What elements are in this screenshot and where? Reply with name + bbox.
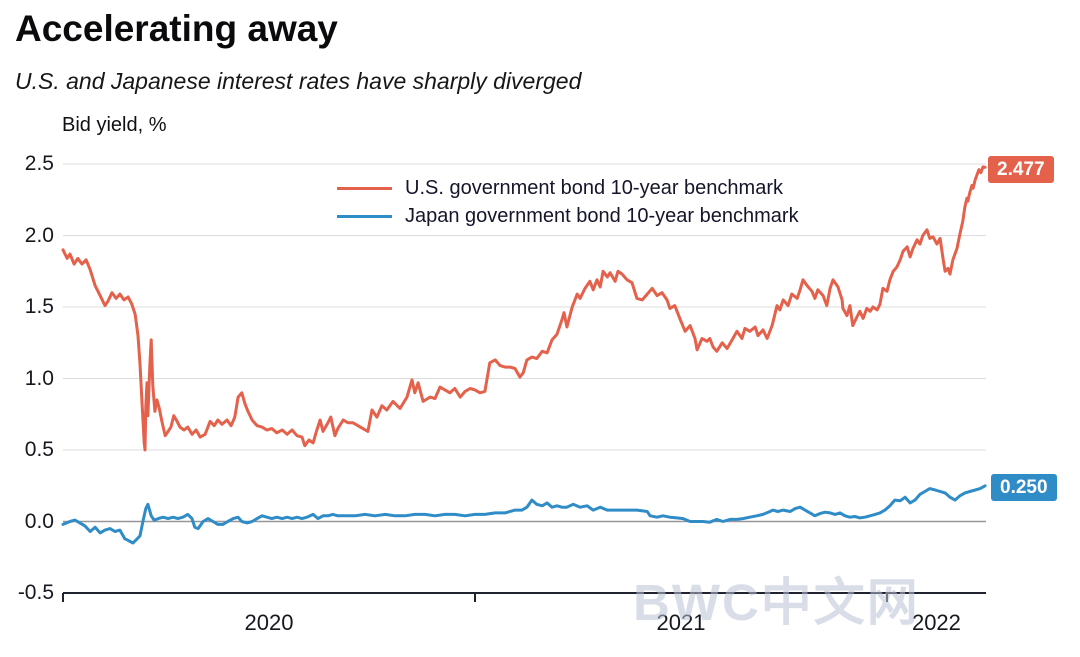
y-tick-label: 2.0 — [24, 223, 54, 247]
watermark: BWC中文网 — [633, 574, 920, 631]
japan-latest-value-badge: 0.250 — [991, 474, 1057, 501]
y-tick-label: 0.0 — [24, 509, 54, 533]
y-axis-unit-label: Bid yield, % — [62, 114, 167, 136]
x-tick-label: 2021 — [656, 610, 706, 635]
legend-label-japan: Japan government bond 10-year benchmark — [405, 204, 799, 227]
legend-item-japan: Japan government bond 10-year benchmark — [337, 202, 799, 230]
y-tick-label: 1.0 — [24, 366, 54, 390]
us-line-swatch — [337, 186, 392, 190]
legend: U.S. government bond 10-year benchmark J… — [337, 174, 799, 230]
japan-10y-line — [61, 484, 987, 545]
page-subtitle: U.S. and Japanese interest rates have sh… — [15, 68, 582, 94]
y-tick-label: 1.5 — [24, 295, 54, 318]
y-tick-label: 2.5 — [24, 152, 54, 175]
legend-item-us: U.S. government bond 10-year benchmark — [337, 174, 799, 202]
y-tick-label: 0.5 — [24, 438, 54, 461]
x-tick-label: 2020 — [244, 610, 294, 635]
legend-label-us: U.S. government bond 10-year benchmark — [405, 176, 783, 199]
us-latest-value-badge: 2.477 — [988, 156, 1054, 183]
y-tick-label: -0.5 — [17, 581, 54, 604]
japan-line-swatch — [337, 214, 392, 218]
page-title: Accelerating away — [15, 8, 338, 49]
x-tick-label: 2022 — [911, 610, 961, 635]
us-10y-line — [61, 165, 987, 452]
